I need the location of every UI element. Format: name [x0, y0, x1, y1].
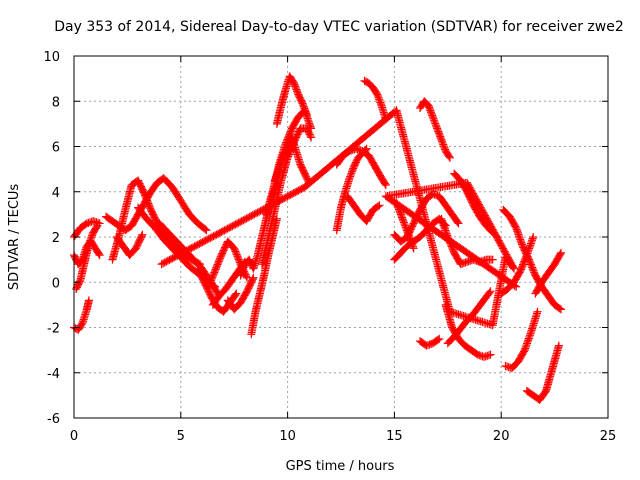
- series-arc21: [332, 144, 390, 189]
- series-arc22: [343, 192, 384, 226]
- data-point: [84, 296, 93, 305]
- data-point-interp: [381, 179, 390, 188]
- y-tick-label: 8: [52, 95, 60, 110]
- data-point: [454, 219, 463, 228]
- x-tick-label: 25: [600, 429, 617, 444]
- data-point-interp: [433, 335, 442, 344]
- series-arc35: [501, 307, 542, 373]
- y-axis-label: SDTVAR / TECUs: [7, 184, 22, 291]
- data-point: [488, 255, 497, 264]
- data-point-interp: [374, 202, 383, 211]
- series-arc16: [257, 124, 316, 269]
- data-point: [529, 233, 538, 241]
- data-point-interp: [92, 223, 101, 232]
- data-point: [533, 307, 542, 316]
- y-tick-label: 4: [52, 186, 60, 201]
- data-point: [93, 221, 102, 230]
- data-point-interp: [306, 131, 315, 140]
- data-point: [202, 226, 211, 235]
- chart-title: Day 353 of 2014, Sidereal Day-to-day VTE…: [54, 19, 624, 35]
- grid-lines: [74, 56, 608, 418]
- data-point: [409, 244, 418, 253]
- data-point: [445, 153, 454, 162]
- data-point-interp: [94, 249, 103, 258]
- y-tick-label: 6: [52, 141, 60, 156]
- y-tick-label: 0: [52, 276, 60, 291]
- data-point-interp: [376, 100, 385, 109]
- data-point: [557, 248, 566, 257]
- data-point: [95, 251, 104, 260]
- x-axis-label: GPS time / hours: [286, 459, 395, 474]
- data-point-interp: [556, 250, 565, 259]
- data-point: [307, 133, 316, 142]
- data-point: [232, 289, 241, 298]
- series-arc3: [70, 296, 93, 334]
- data-points: [70, 72, 566, 404]
- x-tick-label: 15: [386, 429, 403, 444]
- series-outliers: [157, 106, 521, 330]
- series-arc7: [112, 230, 147, 260]
- series-arc4: [72, 221, 102, 294]
- x-tick-label: 0: [70, 429, 78, 444]
- y-tick-label: 2: [52, 231, 60, 246]
- data-point-interp: [231, 290, 240, 299]
- data-point: [381, 180, 390, 189]
- series-arc30: [416, 334, 444, 350]
- data-point-interp: [242, 272, 251, 281]
- data-point-interp: [409, 242, 418, 251]
- data-point: [486, 350, 495, 359]
- data-point: [557, 305, 566, 314]
- data-point-interp: [248, 275, 257, 284]
- data-point-interp: [274, 166, 283, 175]
- data-point-interp: [201, 225, 210, 234]
- series-arc20: [332, 144, 371, 235]
- y-tick-label: -2: [47, 322, 60, 337]
- series-arc34: [497, 233, 538, 298]
- data-point: [435, 334, 444, 343]
- data-point-interp: [485, 288, 494, 297]
- data-point: [307, 124, 316, 133]
- series-arc37: [531, 248, 566, 298]
- series-arc11: [204, 237, 252, 291]
- x-tick-label: 20: [493, 429, 510, 444]
- series-arc13: [223, 273, 258, 314]
- data-point-interp: [453, 218, 462, 227]
- series-arc18: [272, 72, 311, 128]
- data-point: [375, 201, 384, 210]
- x-tick-label: 5: [177, 429, 185, 444]
- y-tick-label: -6: [47, 412, 60, 427]
- data-point-interp: [302, 109, 311, 118]
- data-point-interp: [137, 232, 146, 241]
- data-point: [302, 110, 311, 119]
- data-point: [138, 230, 147, 239]
- data-point: [249, 273, 258, 282]
- data-point: [554, 341, 563, 350]
- data-point-interp: [445, 152, 454, 161]
- data-point-interp: [555, 304, 564, 313]
- x-tick-label: 10: [279, 429, 296, 444]
- series-arc36: [522, 341, 563, 404]
- y-tick-label: -4: [47, 367, 60, 382]
- y-tick-label: 10: [43, 50, 60, 65]
- series-arc27: [416, 97, 454, 162]
- data-point: [486, 287, 495, 296]
